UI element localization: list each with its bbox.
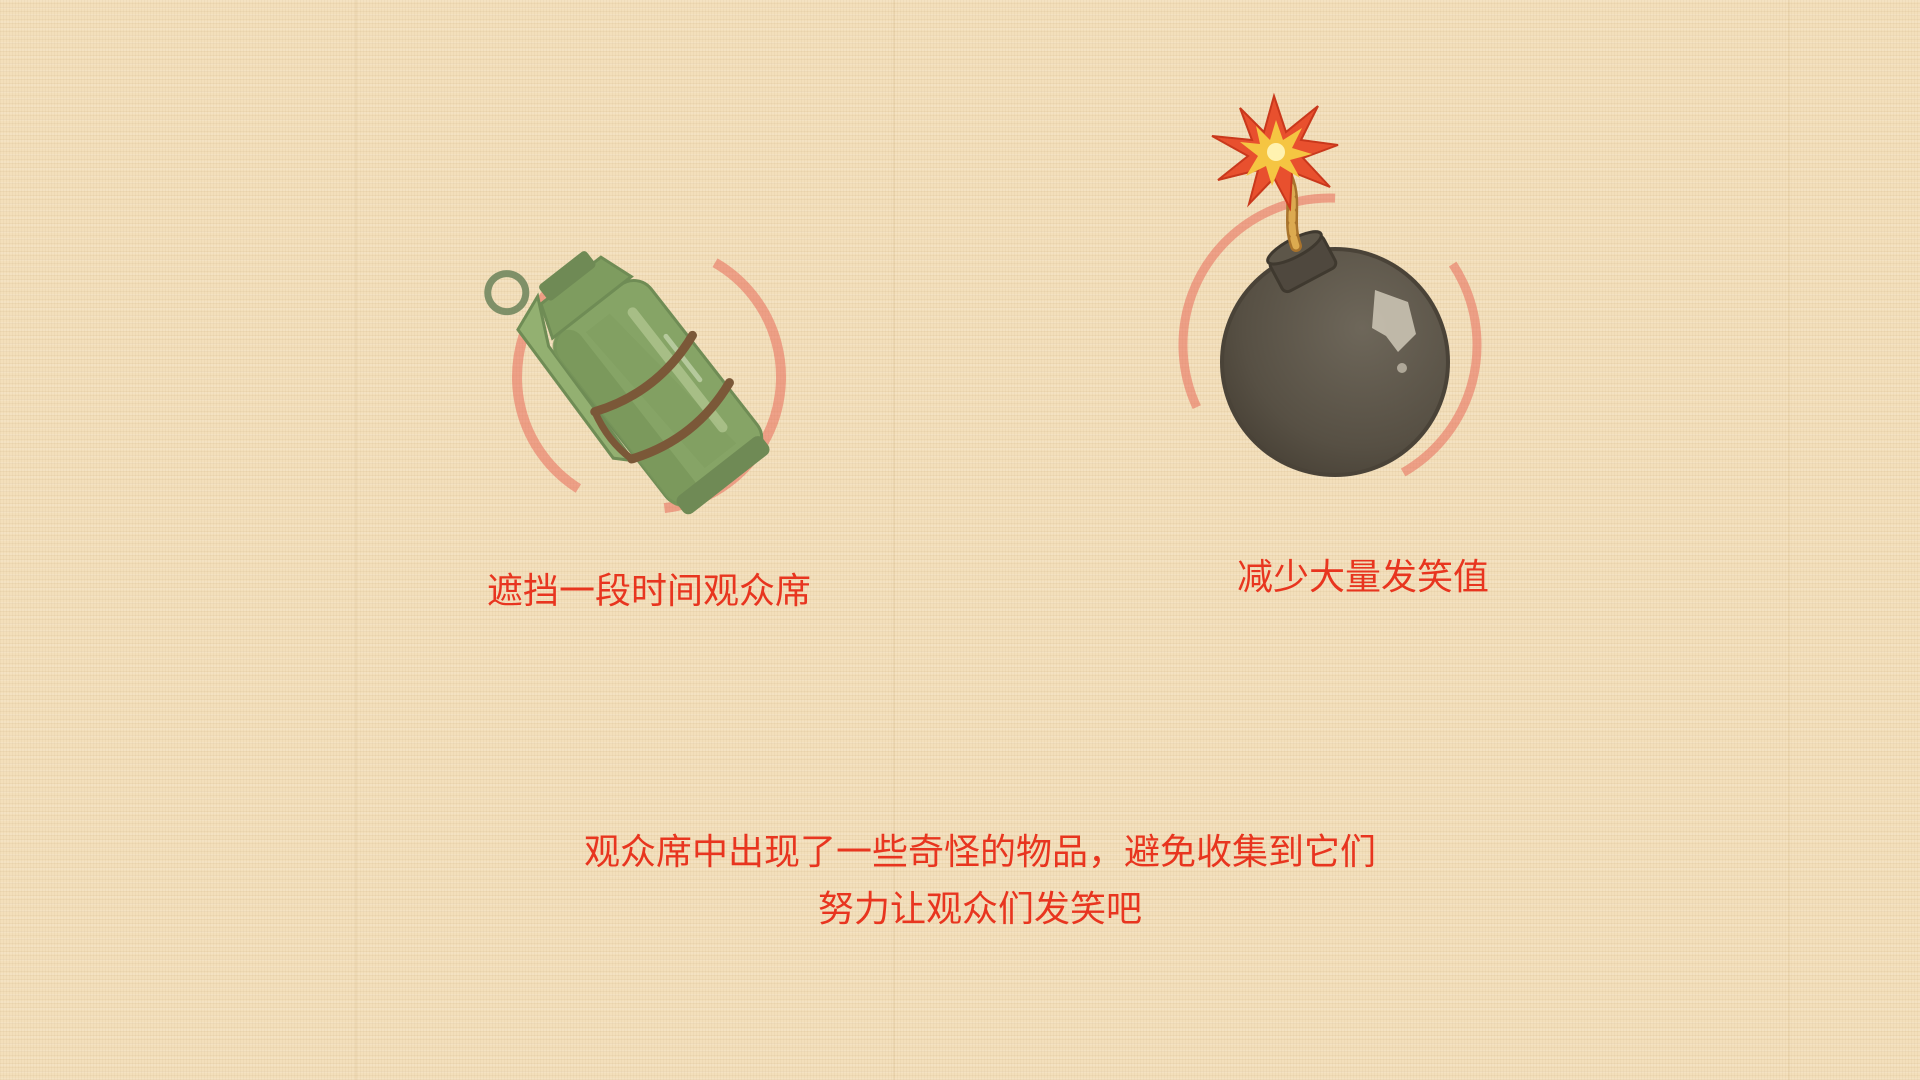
spark — [1211, 92, 1339, 212]
canvas-seam — [355, 0, 357, 1080]
bomb-icon — [1178, 92, 1482, 497]
bomb-caption: 减少大量发笑值 — [1236, 557, 1489, 598]
bomb-item — [1150, 90, 1530, 497]
smoke-grenade-caption: 遮挡一段时间观众席 — [486, 571, 811, 612]
canvas-seam — [893, 0, 895, 1080]
instruction-line-2: 努力让观众们发笑吧 — [817, 889, 1142, 930]
canvas-seam — [1788, 0, 1790, 1080]
instruction-line-1: 观众席中出现了一些奇怪的物品，避免收集到它们 — [583, 832, 1376, 873]
smoke-grenade-icon — [484, 240, 786, 515]
instructions: 观众席中出现了一些奇怪的物品，避免收集到它们 努力让观众们发笑吧 — [460, 824, 1500, 938]
smoke-grenade-item — [479, 205, 819, 545]
